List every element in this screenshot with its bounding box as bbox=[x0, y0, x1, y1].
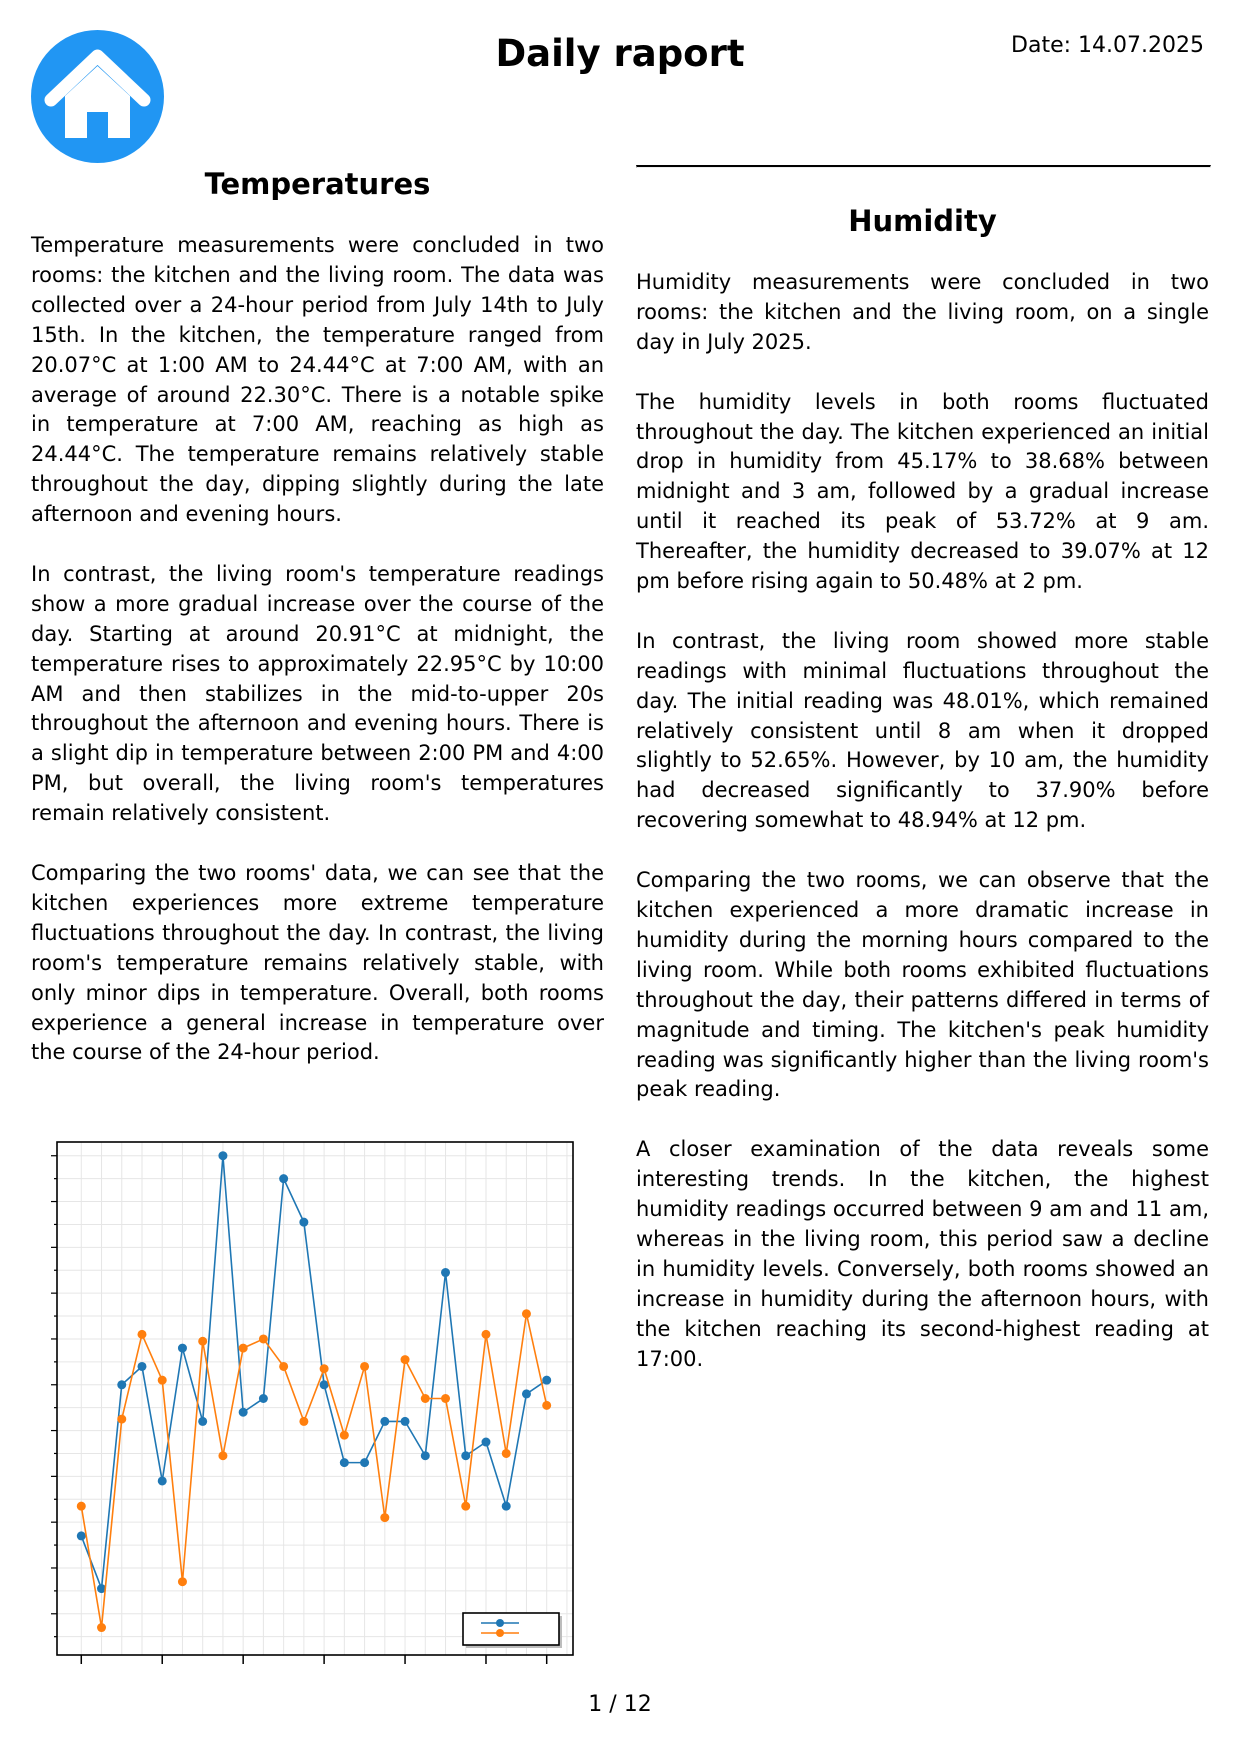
data-point-series-1 bbox=[420, 1451, 430, 1461]
data-point-series-2 bbox=[380, 1513, 390, 1523]
data-point-series-1 bbox=[400, 1416, 410, 1426]
temperatures-heading: Temperatures bbox=[204, 167, 431, 201]
data-point-series-2 bbox=[157, 1375, 167, 1385]
data-point-series-2 bbox=[299, 1416, 309, 1426]
data-point-series-2 bbox=[360, 1361, 370, 1371]
legend-box bbox=[462, 1612, 560, 1646]
data-point-series-2 bbox=[137, 1329, 147, 1339]
data-point-series-1 bbox=[157, 1476, 167, 1486]
page-title: Daily raport bbox=[495, 32, 745, 75]
temperatures-paragraph: Comparing the two rooms' data, we can se… bbox=[31, 861, 604, 1065]
temperatures-paragraph: In contrast, the living room's temperatu… bbox=[31, 561, 604, 826]
data-point-series-1 bbox=[380, 1416, 390, 1426]
legend-marker-1 bbox=[496, 1619, 504, 1627]
home-logo bbox=[31, 30, 164, 163]
data-point-series-2 bbox=[521, 1309, 531, 1319]
page-number: 1 / 12 bbox=[588, 1692, 652, 1717]
humidity-paragraph: The humidity levels in both rooms fluctu… bbox=[636, 389, 1209, 594]
data-point-series-1 bbox=[238, 1407, 248, 1417]
report-date: Date: 14.07.2025 bbox=[1011, 33, 1204, 58]
data-point-series-1 bbox=[198, 1416, 208, 1426]
humidity-paragraph: Comparing the two rooms, we can observe … bbox=[636, 868, 1209, 1102]
data-point-series-2 bbox=[258, 1334, 268, 1344]
data-point-series-2 bbox=[238, 1343, 248, 1353]
plot-frame bbox=[56, 1141, 574, 1656]
data-point-series-1 bbox=[360, 1458, 370, 1468]
data-point-series-1 bbox=[299, 1217, 309, 1227]
humidity-paragraph: A closer examination of the data reveals… bbox=[636, 1137, 1209, 1371]
data-point-series-1 bbox=[542, 1375, 552, 1385]
data-point-series-2 bbox=[420, 1394, 430, 1403]
data-point-series-1 bbox=[117, 1380, 127, 1390]
data-point-series-2 bbox=[97, 1623, 107, 1633]
data-point-series-2 bbox=[501, 1448, 511, 1458]
series-line-1 bbox=[80, 1155, 548, 1589]
legend-marker-2 bbox=[496, 1629, 504, 1637]
data-point-series-2 bbox=[542, 1400, 552, 1410]
data-point-series-2 bbox=[481, 1329, 491, 1339]
data-point-series-1 bbox=[481, 1437, 491, 1447]
data-point-series-2 bbox=[218, 1451, 228, 1461]
section-divider bbox=[636, 165, 1211, 168]
data-point-series-2 bbox=[339, 1430, 349, 1440]
temperature-chart bbox=[51, 1141, 574, 1664]
data-point-series-2 bbox=[279, 1361, 289, 1371]
data-point-series-1 bbox=[137, 1361, 147, 1371]
humidity-heading: Humidity bbox=[848, 204, 997, 238]
data-point-series-1 bbox=[501, 1501, 511, 1511]
data-point-series-1 bbox=[177, 1343, 187, 1353]
data-point-series-1 bbox=[97, 1584, 107, 1594]
data-point-series-1 bbox=[218, 1151, 228, 1161]
data-point-series-1 bbox=[76, 1531, 86, 1541]
data-point-series-2 bbox=[198, 1336, 208, 1346]
data-point-series-2 bbox=[441, 1394, 451, 1403]
data-point-series-1 bbox=[258, 1394, 268, 1403]
temperatures-paragraph: Temperature measurements were concluded … bbox=[31, 233, 604, 527]
data-point-series-1 bbox=[319, 1380, 329, 1390]
humidity-paragraph: Humidity measurements were concluded in … bbox=[636, 270, 1209, 354]
data-point-series-2 bbox=[461, 1501, 471, 1511]
data-point-series-2 bbox=[319, 1364, 329, 1374]
data-point-series-2 bbox=[177, 1577, 187, 1587]
data-point-series-2 bbox=[400, 1355, 410, 1365]
data-point-series-1 bbox=[441, 1268, 451, 1278]
data-point-series-2 bbox=[76, 1501, 86, 1511]
data-point-series-1 bbox=[279, 1174, 289, 1184]
series-line-2 bbox=[80, 1313, 548, 1628]
data-point-series-1 bbox=[521, 1389, 531, 1399]
humidity-section: Humidity Humidity measurements were conc… bbox=[636, 165, 1211, 1404]
data-point-series-1 bbox=[461, 1451, 471, 1461]
temperatures-section: Temperatures Temperature measurements we… bbox=[31, 165, 604, 1098]
home-icon bbox=[44, 49, 151, 138]
humidity-paragraph: In contrast, the living room showed more… bbox=[636, 628, 1209, 833]
data-point-series-1 bbox=[339, 1458, 349, 1468]
data-point-series-2 bbox=[117, 1414, 127, 1424]
